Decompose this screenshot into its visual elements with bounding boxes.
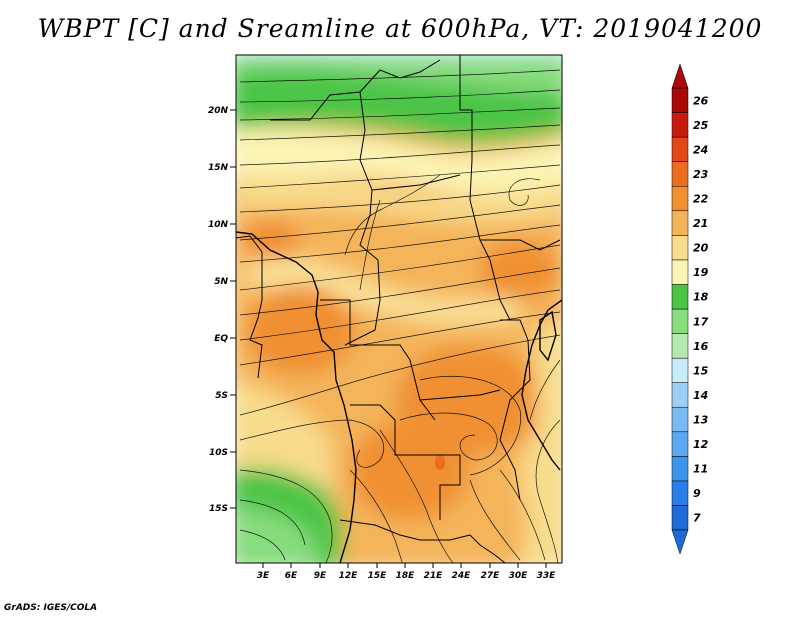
colorbar-label: 22: [693, 193, 709, 206]
hot-spot: [435, 454, 445, 470]
colorbar-swatch: [671, 235, 689, 261]
colorbar-swatch: [671, 456, 689, 482]
lat-label: 10N: [208, 220, 229, 230]
colorbar-label: 12: [693, 438, 709, 451]
colorbar-swatch: [671, 382, 689, 408]
colorbar-label: 11: [693, 463, 708, 476]
colorbar-bottom-arrow: [671, 529, 689, 555]
colorbar-swatch: [671, 259, 689, 285]
lat-label: EQ: [214, 334, 228, 344]
map-title: WBPT [C] and Sreamline at 600hPa, VT: 20…: [37, 14, 763, 43]
lat-label: 15S: [209, 504, 228, 514]
colorbar-swatch: [671, 308, 689, 334]
map-frame: [235, 54, 563, 564]
colorbar-label: 14: [693, 389, 708, 402]
lat-label: 10S: [209, 448, 228, 458]
colorbar-swatch: [671, 505, 689, 531]
lon-label: 6E: [285, 571, 298, 581]
colorbar-swatch: [671, 210, 689, 236]
colorbar-swatch: [671, 357, 689, 383]
wbpt-shading: [236, 55, 562, 563]
colorbar-label: 13: [693, 414, 709, 427]
colorbar-label: 9: [693, 487, 701, 500]
colorbar-swatch: [671, 431, 689, 457]
colorbar-label: 21: [693, 217, 708, 230]
colorbar-label: 15: [693, 364, 709, 377]
colorbar-swatch: [671, 87, 689, 113]
colorbar-label: 26: [693, 94, 709, 107]
lon-label: 15E: [368, 571, 388, 581]
grads-credit: GrADS: IGES/COLA: [4, 603, 98, 613]
colorbar-swatch: [671, 406, 689, 433]
colorbar-swatch: [671, 185, 689, 212]
colorbar-label: 23: [693, 168, 709, 181]
lat-label: 20N: [208, 106, 229, 116]
colorbar-swatch: [671, 333, 689, 359]
colorbar-legend: 7 9 11 12 13 14 15 16 17 18 19 20 21 22 23 24 25 26: [671, 63, 709, 555]
colorbar-label: 25: [693, 119, 709, 132]
colorbar-swatch: [671, 136, 689, 162]
lon-label: 24E: [452, 571, 472, 581]
lon-label: 33E: [537, 571, 557, 581]
lat-axis: 20N 15N 10N 5N EQ 5S 10S 15S: [208, 106, 236, 514]
colorbar-label: 20: [693, 242, 709, 255]
map-plot-area: [236, 55, 562, 563]
lon-label: 21E: [424, 571, 444, 581]
lon-label: 27E: [481, 571, 501, 581]
lon-label: 30E: [509, 571, 529, 581]
colorbar-swatch: [671, 284, 689, 310]
colorbar-label: 16: [693, 340, 709, 353]
coastline: [236, 231, 562, 563]
lat-label: 5S: [215, 391, 228, 401]
lon-label: 12E: [339, 571, 359, 581]
lon-label: 18E: [396, 571, 416, 581]
colorbar-label: 19: [693, 266, 709, 279]
colorbar-swatch: [671, 480, 689, 506]
colorbar-label: 24: [693, 143, 708, 156]
colorbar-swatch: [671, 112, 689, 138]
streamlines: [239, 69, 561, 563]
colorbar-swatch: [671, 161, 689, 187]
lat-label: 15N: [208, 163, 229, 173]
colorbar-label: 17: [693, 315, 709, 328]
lon-label: 9E: [314, 571, 327, 581]
country-borders: [236, 55, 561, 563]
colorbar-top-arrow: [671, 63, 689, 89]
lon-axis: 3E 6E 9E 12E 15E 18E 21E 24E 27E 30E 33E: [257, 563, 556, 581]
colorbar-label: 18: [693, 291, 709, 304]
lat-label: 5N: [214, 277, 228, 287]
lon-label: 3E: [257, 571, 270, 581]
colorbar-label: 7: [693, 512, 701, 525]
